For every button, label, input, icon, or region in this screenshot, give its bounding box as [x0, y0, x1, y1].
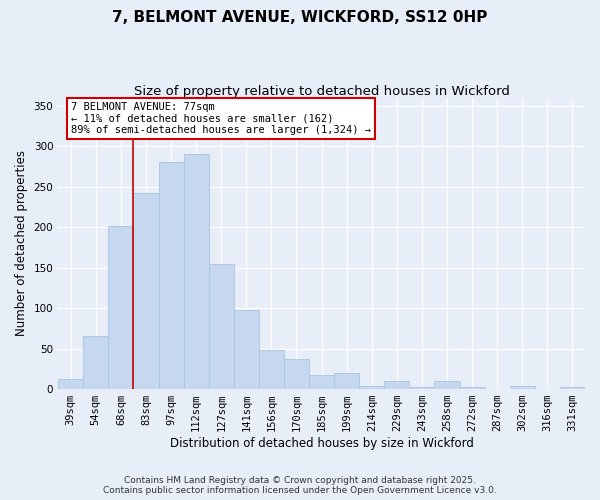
Bar: [434, 381, 460, 389]
Y-axis label: Number of detached properties: Number of detached properties: [15, 150, 28, 336]
Bar: [209, 264, 234, 389]
Bar: [560, 388, 585, 389]
Bar: [284, 359, 309, 389]
Text: 7, BELMONT AVENUE, WICKFORD, SS12 0HP: 7, BELMONT AVENUE, WICKFORD, SS12 0HP: [112, 10, 488, 25]
Text: 7 BELMONT AVENUE: 77sqm
← 11% of detached houses are smaller (162)
89% of semi-d: 7 BELMONT AVENUE: 77sqm ← 11% of detache…: [71, 102, 371, 135]
X-axis label: Distribution of detached houses by size in Wickford: Distribution of detached houses by size …: [170, 437, 473, 450]
Bar: [359, 386, 385, 389]
Bar: [510, 386, 535, 389]
Bar: [385, 381, 409, 389]
Bar: [460, 388, 485, 389]
Bar: [234, 310, 259, 389]
Bar: [184, 154, 209, 389]
Bar: [83, 336, 109, 389]
Title: Size of property relative to detached houses in Wickford: Size of property relative to detached ho…: [134, 85, 509, 98]
Bar: [259, 350, 284, 389]
Bar: [309, 374, 334, 389]
Bar: [58, 378, 83, 389]
Bar: [158, 162, 184, 389]
Bar: [109, 226, 133, 389]
Text: Contains HM Land Registry data © Crown copyright and database right 2025.
Contai: Contains HM Land Registry data © Crown c…: [103, 476, 497, 495]
Bar: [334, 373, 359, 389]
Bar: [409, 388, 434, 389]
Bar: [133, 194, 158, 389]
